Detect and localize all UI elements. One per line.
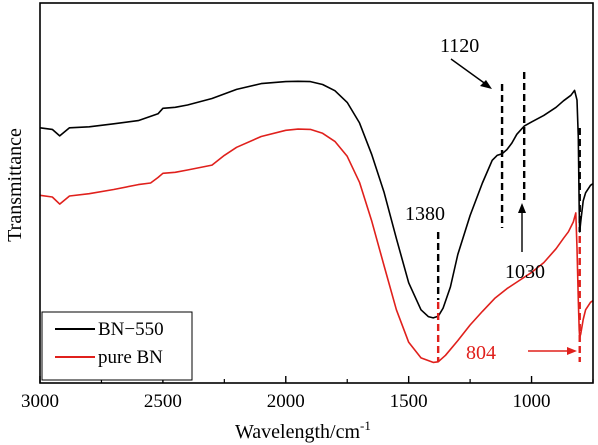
arrow-804-head: [567, 347, 577, 355]
annotation-1380-label: 1380: [405, 203, 445, 225]
x-tick-label-2000: 2000: [267, 391, 305, 412]
x-tick-layer: 3000 2500 2000 1500 1000: [21, 376, 594, 412]
legend: BN−550 pure BN: [41, 311, 193, 381]
x-tick-label-3000: 3000: [21, 391, 59, 412]
x-tick-label-1500: 1500: [390, 391, 428, 412]
x-axis-title-superscript: -1: [360, 418, 371, 433]
arrow-1120: [450, 58, 488, 86]
arrow-1030-head: [518, 203, 526, 213]
y-axis-title: Transmittance: [4, 128, 26, 242]
annotation-1030-label: 1030: [505, 261, 545, 283]
peak-marker-layer: [436, 72, 581, 362]
annotation-1120-label: 1120: [440, 35, 479, 57]
legend-label-bn-550: BN−550: [98, 319, 164, 340]
annotation-804-label: 804: [466, 342, 496, 364]
series-line-bn-550: [39, 80, 594, 319]
x-tick-label-1000: 1000: [513, 391, 551, 412]
series-layer: [39, 80, 594, 364]
legend-label-pure-bn: pure BN: [98, 347, 163, 368]
series-line-pure-bn: [39, 128, 594, 364]
x-tick-label-2500: 2500: [144, 391, 182, 412]
arrow-1120-head: [480, 80, 492, 89]
x-axis-title: Wavelength/cm-1: [235, 418, 371, 443]
legend-box: [41, 311, 193, 381]
plot-frame: [39, 2, 594, 384]
